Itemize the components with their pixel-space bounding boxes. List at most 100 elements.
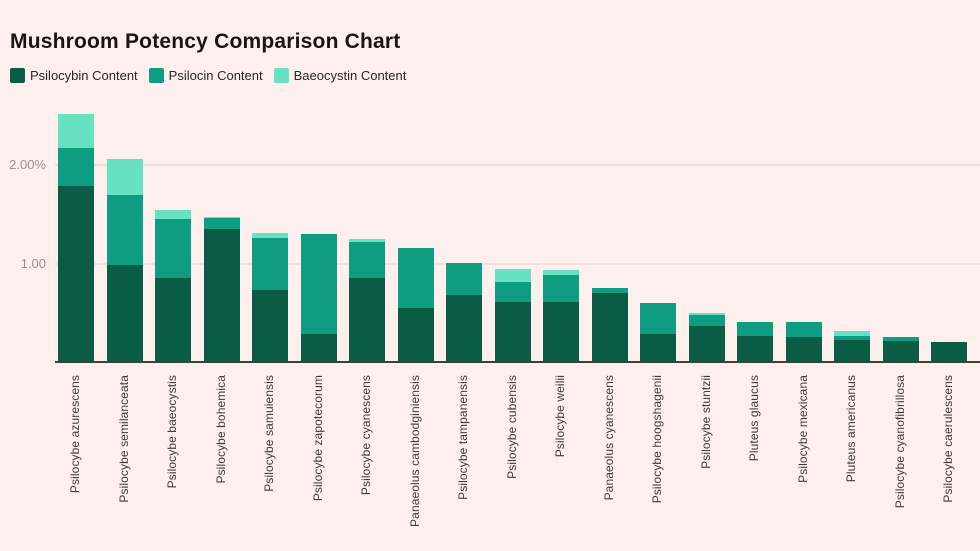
segment-psilocin-content — [58, 148, 94, 186]
segment-baeocystin-content — [834, 331, 870, 337]
segment-baeocystin-content — [494, 268, 531, 282]
segment-psilocybin-content — [785, 337, 822, 362]
segment-psilocybin-content — [640, 334, 676, 362]
x-label-psilocybe-hoogshagenii: Psilocybe hoogshagenii — [650, 375, 664, 504]
bar-psilocybe-cyanescens — [349, 239, 385, 362]
x-axis-line — [55, 361, 980, 363]
segment-psilocybin-content — [397, 307, 434, 362]
segment-psilocybin-content — [688, 326, 725, 362]
segment-psilocybin-content — [543, 301, 579, 362]
segment-psilocin-content — [155, 219, 191, 278]
x-label-panaeolus-cambodginiensis: Panaeolus cambodginiensis — [407, 375, 422, 527]
segment-psilocybin-content — [737, 336, 773, 362]
legend-swatch — [273, 68, 289, 83]
segment-baeocystin-content — [58, 113, 94, 149]
segment-psilocybin-content — [300, 334, 337, 362]
gridline-1-percent — [55, 263, 980, 265]
legend-swatch — [10, 68, 25, 83]
segment-psilocybin-content — [591, 292, 628, 362]
segment-psilocybin-content — [494, 301, 531, 362]
segment-psilocybin-content — [931, 342, 967, 362]
segment-psilocin-content — [203, 218, 240, 230]
segment-psilocybin-content — [834, 340, 870, 362]
bar-psilocybe-caerulescens — [931, 342, 967, 362]
segment-psilocin-content — [106, 194, 143, 265]
bar-psilocybe-stuntzii — [688, 312, 725, 362]
segment-psilocin-content — [591, 287, 628, 293]
segment-psilocybin-content — [155, 277, 191, 362]
segment-baeocystin-content — [688, 312, 725, 315]
segment-psilocin-content — [252, 238, 288, 290]
bar-psilocybe-cubensis — [494, 268, 531, 362]
bar-psilocybe-weilii — [543, 269, 579, 362]
segment-psilocybin-content — [349, 277, 385, 362]
legend-label: Psilocybin Content — [30, 68, 138, 83]
gridline-2-percent — [55, 164, 980, 166]
bar-psilocybe-mexicana — [785, 322, 822, 362]
segment-baeocystin-content — [203, 216, 240, 219]
x-label-psilocybe-weilii: Psilocybe weilii — [553, 375, 567, 458]
bar-panaeolus-cyanescens — [591, 287, 628, 362]
y-tick-1-percent: 1.00 — [20, 256, 46, 271]
segment-psilocybin-content — [882, 341, 919, 362]
x-label-psilocybe-semilanceata: Psilocybe semilanceata — [116, 375, 131, 503]
x-label-psilocybe-cubensis: Psilocybe cubensis — [504, 375, 519, 479]
segment-psilocin-content — [494, 281, 531, 302]
bar-psilocybe-azurescens — [58, 113, 94, 362]
segment-psilocin-content — [834, 336, 870, 341]
segment-psilocybin-content — [106, 264, 143, 362]
bar-panaeolus-cambodginiensis — [397, 248, 434, 362]
segment-baeocystin-content — [349, 239, 385, 243]
segment-psilocin-content — [397, 248, 434, 308]
x-label-psilocybe-stuntzii: Psilocybe stuntzii — [698, 375, 713, 469]
x-label-psilocybe-cyanofibrillosa: Psilocybe cyanofibrillosa — [892, 375, 907, 509]
segment-psilocin-content — [785, 322, 822, 338]
segment-psilocin-content — [349, 242, 385, 278]
segment-baeocystin-content — [543, 269, 579, 275]
x-label-pluteus-americanus: Pluteus americanus — [844, 375, 858, 483]
segment-psilocin-content — [882, 337, 919, 342]
legend-swatch — [148, 68, 164, 83]
legend-label: Psilocin Content — [168, 68, 263, 83]
bar-psilocybe-bohemica — [203, 216, 240, 362]
bar-psilocybe-hoogshagenii — [640, 302, 676, 362]
x-label-panaeolus-cyanescens: Panaeolus cyanescens — [601, 375, 616, 501]
x-label-psilocybe-zapotecorum: Psilocybe zapotecorum — [310, 375, 325, 502]
y-tick-2-percent: 2.00% — [9, 157, 46, 172]
segment-psilocin-content — [688, 314, 725, 327]
segment-baeocystin-content — [106, 159, 143, 195]
x-label-psilocybe-samuiensis: Psilocybe samuiensis — [262, 375, 276, 492]
bar-psilocybe-samuiensis — [252, 233, 288, 362]
x-label-psilocybe-cyanescens: Psilocybe cyanescens — [359, 375, 373, 496]
legend-item-psilocin-content: Psilocin Content — [148, 68, 263, 83]
x-label-psilocybe-tampanensis: Psilocybe tampanensis — [456, 375, 470, 500]
segment-psilocin-content — [543, 274, 579, 302]
chart-title: Mushroom Potency Comparison Chart — [10, 30, 401, 53]
legend-label: Baeocystin Content — [293, 68, 407, 83]
bar-psilocybe-baeocystis — [155, 209, 191, 362]
segment-psilocin-content — [640, 302, 676, 335]
segment-psilocin-content — [300, 234, 337, 335]
bar-psilocybe-zapotecorum — [300, 234, 337, 362]
bar-pluteus-americanus — [834, 331, 870, 362]
segment-baeocystin-content — [155, 209, 191, 220]
bar-psilocybe-cyanofibrillosa — [882, 337, 919, 362]
x-label-psilocybe-mexicana: Psilocybe mexicana — [795, 375, 810, 483]
legend-item-psilocybin-content: Psilocybin Content — [10, 68, 138, 83]
segment-psilocin-content — [737, 322, 773, 337]
x-label-psilocybe-baeocystis: Psilocybe baeocystis — [165, 375, 179, 489]
segment-psilocybin-content — [446, 294, 482, 362]
segment-baeocystin-content — [252, 233, 288, 239]
x-label-psilocybe-bohemica: Psilocybe bohemica — [213, 375, 228, 484]
segment-psilocybin-content — [252, 289, 288, 362]
bar-psilocybe-semilanceata — [106, 159, 143, 362]
segment-psilocybin-content — [203, 229, 240, 362]
chart-legend: Psilocybin Content Psilocin Content Baeocy… — [10, 68, 406, 83]
legend-item-baeocystin-content: Baeocystin Content — [273, 68, 407, 83]
segment-psilocin-content — [446, 263, 482, 295]
bar-pluteus-glaucus — [737, 322, 773, 362]
x-label-psilocybe-caerulescens: Psilocybe caerulescens — [941, 375, 955, 503]
x-label-psilocybe-azurescens: Psilocybe azurescens — [68, 375, 82, 494]
x-label-pluteus-glaucus: Pluteus glaucus — [747, 375, 761, 462]
